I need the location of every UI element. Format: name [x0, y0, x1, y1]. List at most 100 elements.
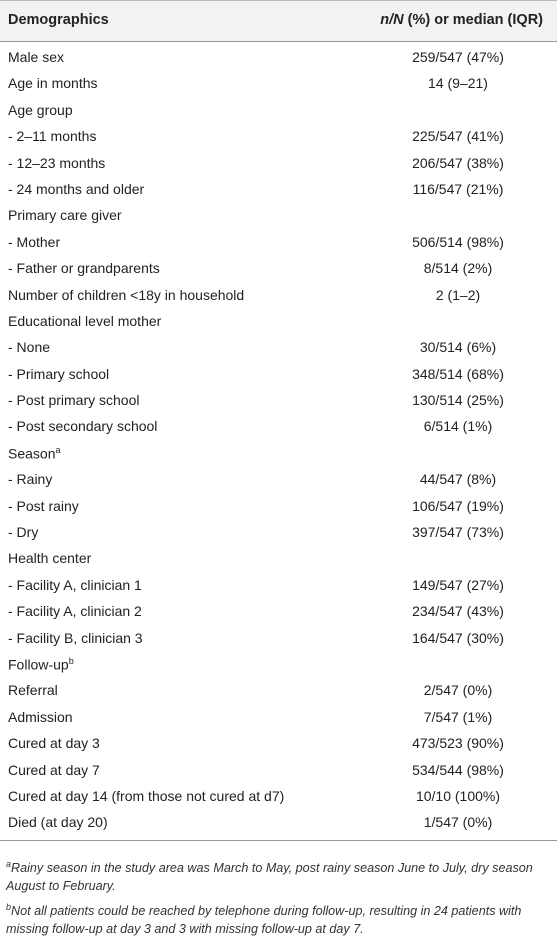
- table-row: - Dry 397/547 (73%): [0, 519, 557, 545]
- row-label: - None: [8, 339, 51, 356]
- table: Demographics n/N (%) or median (IQR) Mal…: [0, 0, 557, 841]
- row-label: Season: [8, 445, 56, 462]
- row-label: - Father or grandparents: [8, 260, 160, 277]
- table-row: - Post primary school 130/514 (25%): [0, 387, 557, 413]
- header-cell: n/N (%) or median (IQR): [380, 12, 543, 28]
- table-header: Demographics n/N (%) or median (IQR): [0, 0, 557, 42]
- row-label-cell: - None: [8, 339, 50, 355]
- table-row: Seasona: [0, 440, 557, 466]
- table-row: - Primary school 348/514 (68%): [0, 361, 557, 387]
- footnote-mark: b: [68, 655, 74, 666]
- row-label: Age in months: [8, 75, 98, 92]
- row-label: Cured at day 3: [8, 735, 100, 752]
- table-row: Cured at day 14 (from those not cured at…: [0, 783, 557, 809]
- row-label-cell: - Facility B, clinician 3: [8, 630, 143, 646]
- row-label: - Post secondary school: [8, 418, 158, 435]
- row-label: - Primary school: [8, 365, 110, 382]
- row-label-cell: Cured at day 3: [8, 735, 100, 751]
- row-label-cell: Number of children <18y in household: [8, 287, 244, 303]
- row-label-cell: - 12–23 months: [8, 155, 105, 171]
- row-label-cell: - Rainy: [8, 471, 52, 487]
- row-value: 149/547 (27%): [412, 576, 504, 593]
- footnote-text: Rainy season in the study area was March…: [6, 861, 533, 894]
- table-row: Number of children <18y in household 2 (1…: [0, 282, 557, 308]
- row-label-cell: - Dry: [8, 524, 38, 540]
- row-label-cell: Male sex: [8, 49, 64, 65]
- table-row: - Post secondary school 6/514 (1%): [0, 413, 557, 439]
- row-label: - Post primary school: [8, 392, 140, 409]
- row-value: 225/547 (41%): [412, 128, 504, 145]
- row-label-cell: Died (at day 20): [8, 814, 108, 830]
- footnote-text: Not all patients could be reached by tel…: [6, 904, 522, 937]
- row-label-cell: - 24 months and older: [8, 181, 144, 197]
- row-label: Age group: [8, 101, 73, 118]
- row-label-cell: - Post primary school: [8, 392, 139, 408]
- table-row: Male sex 259/547 (47%): [0, 44, 557, 70]
- footnote-mark: a: [6, 859, 12, 869]
- row-label-cell: Age group: [8, 102, 73, 118]
- row-value: 397/547 (73%): [412, 524, 504, 541]
- row-label: Primary care giver: [8, 207, 122, 224]
- row-label-cell: Seasona: [8, 445, 61, 462]
- header-italic: n/N: [380, 12, 404, 28]
- table-row: Follow-upb: [0, 651, 557, 677]
- row-label-cell: - Post secondary school: [8, 418, 157, 434]
- row-label: - 12–23 months: [8, 154, 106, 171]
- row-value: 506/514 (98%): [412, 233, 504, 250]
- table-body: Male sex 259/547 (47%) Age in months 14 (9–…: [0, 42, 557, 841]
- row-label: Admission: [8, 708, 73, 725]
- row-label: Referral: [8, 682, 58, 699]
- table-row: - Facility A, clinician 2 234/547 (43%): [0, 598, 557, 624]
- row-label: Cured at day 7: [8, 761, 100, 778]
- row-value: 259/547 (47%): [412, 49, 504, 65]
- table-row: - 24 months and older 116/547 (21%): [0, 176, 557, 202]
- row-label-cell: Admission: [8, 709, 73, 725]
- row-label: Health center: [8, 550, 92, 567]
- row-label-cell: Cured at day 7: [8, 762, 100, 778]
- row-label-cell: Referral: [8, 682, 58, 698]
- row-value: 116/547 (21%): [412, 180, 504, 197]
- row-value: 106/547 (19%): [412, 497, 504, 514]
- row-label-cell: - Mother: [8, 234, 60, 250]
- row-value: 30/514 (6%): [419, 339, 497, 356]
- table-row: Health center: [0, 545, 557, 571]
- row-label: - Facility B, clinician 3: [8, 629, 143, 646]
- table-row: Referral 2/547 (0%): [0, 677, 557, 703]
- row-label: Educational level mother: [8, 312, 162, 329]
- table-row: - None 30/514 (6%): [0, 334, 557, 360]
- row-label: - Rainy: [8, 471, 53, 488]
- row-label: - Facility A, clinician 2: [8, 603, 142, 620]
- table-row: - Facility A, clinician 1 149/547 (27%): [0, 572, 557, 598]
- table-row: - Rainy 44/547 (8%): [0, 466, 557, 492]
- row-value: 8/514 (2%): [423, 260, 493, 277]
- table-row: - Mother 506/514 (98%): [0, 229, 557, 255]
- row-label: - Mother: [8, 233, 61, 250]
- row-value: 2 (1–2): [435, 286, 481, 303]
- row-value: 234/547 (43%): [412, 603, 504, 620]
- row-value: 10/10 (100%): [415, 787, 501, 804]
- footnote: aRainy season in the study area was Marc…: [6, 855, 554, 895]
- footnote-mark: a: [55, 444, 61, 455]
- row-label: - Dry: [8, 524, 39, 541]
- row-label-cell: Age in months: [8, 75, 98, 91]
- row-label-cell: - 2–11 months: [8, 128, 96, 144]
- row-label-cell: - Post rainy: [8, 498, 79, 514]
- row-label: Died (at day 20): [8, 814, 108, 831]
- row-label-cell: - Facility A, clinician 1: [8, 577, 142, 593]
- row-label-cell: Cured at day 14 (from those not cured at…: [8, 788, 284, 804]
- header-cell: Demographics: [8, 12, 109, 28]
- row-label: Number of children <18y in household: [8, 286, 245, 303]
- footnotes: aRainy season in the study area was Marc…: [6, 855, 554, 941]
- row-value: 2/547 (0%): [423, 682, 493, 699]
- table-row: - Facility B, clinician 3 164/547 (30%): [0, 625, 557, 651]
- row-label-cell: Educational level mother: [8, 313, 161, 329]
- row-label: - Post rainy: [8, 497, 79, 514]
- table-row: Age group: [0, 97, 557, 123]
- row-label-cell: Follow-upb: [8, 656, 74, 673]
- row-value: 534/544 (98%): [412, 761, 504, 778]
- row-label: - 2–11 months: [8, 128, 97, 145]
- row-label-cell: - Primary school: [8, 366, 109, 382]
- row-label-cell: - Facility A, clinician 2: [8, 603, 142, 619]
- row-label: - 24 months and older: [8, 180, 145, 197]
